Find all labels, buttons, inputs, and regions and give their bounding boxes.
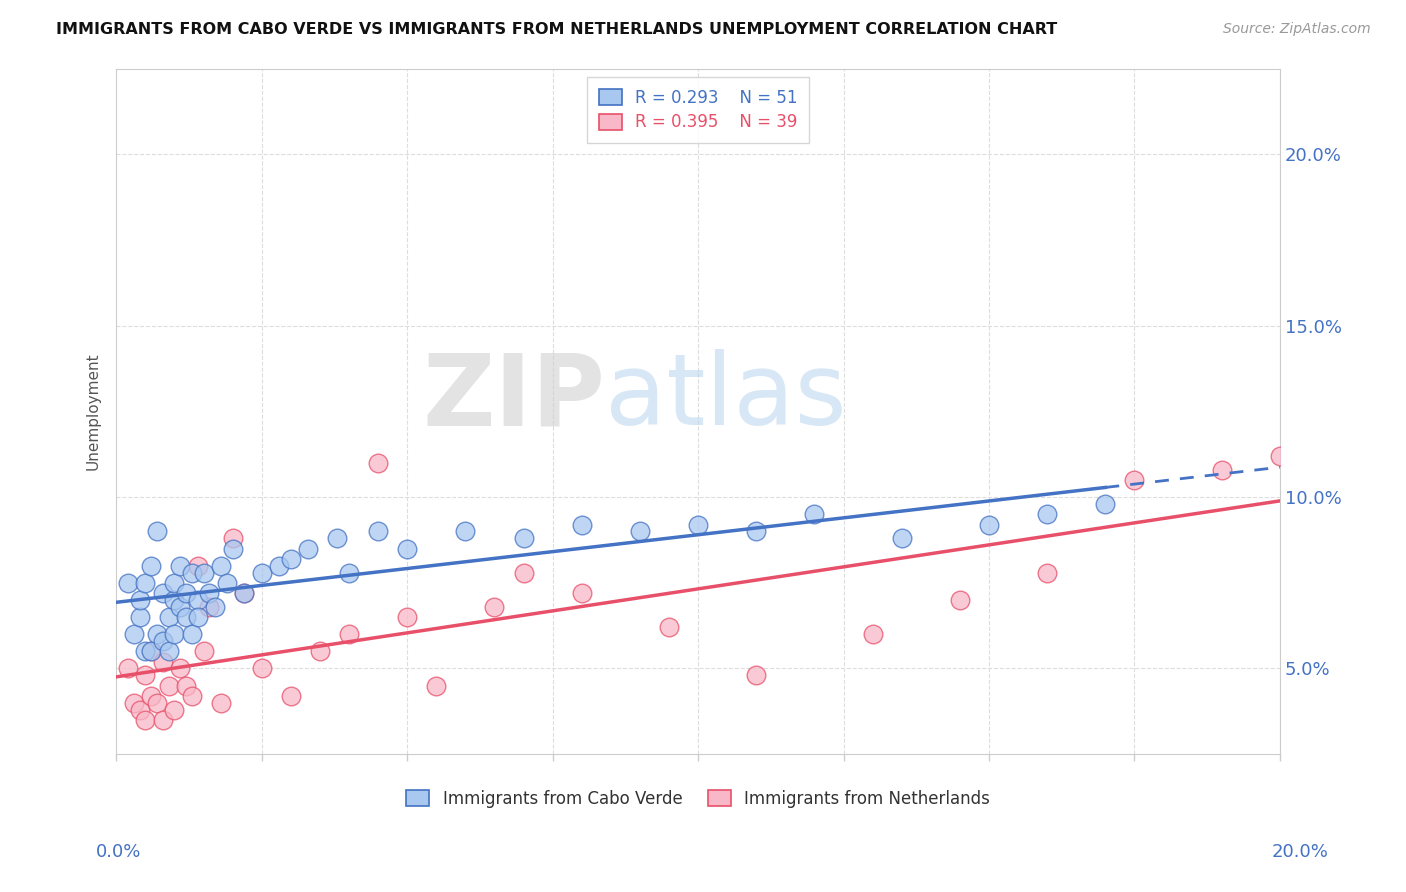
Point bbox=[297, 541, 319, 556]
Point bbox=[157, 610, 180, 624]
Point bbox=[193, 566, 215, 580]
Point bbox=[367, 524, 389, 539]
Point bbox=[688, 517, 710, 532]
Point bbox=[163, 627, 186, 641]
Point bbox=[233, 586, 256, 600]
Point bbox=[221, 531, 243, 545]
Point bbox=[204, 599, 226, 614]
Point bbox=[337, 566, 360, 580]
Point bbox=[152, 634, 174, 648]
Point bbox=[134, 575, 156, 590]
Text: ZIP: ZIP bbox=[422, 349, 605, 446]
Point bbox=[571, 586, 593, 600]
Point bbox=[425, 679, 447, 693]
Point bbox=[250, 566, 273, 580]
Point bbox=[890, 531, 912, 545]
Point bbox=[169, 661, 191, 675]
Point bbox=[128, 703, 150, 717]
Point bbox=[1123, 473, 1146, 487]
Point bbox=[163, 593, 186, 607]
Point bbox=[163, 575, 186, 590]
Point bbox=[215, 575, 238, 590]
Point bbox=[169, 599, 191, 614]
Point bbox=[141, 689, 163, 703]
Point bbox=[174, 679, 197, 693]
Point bbox=[146, 524, 169, 539]
Point bbox=[221, 541, 243, 556]
Point bbox=[309, 644, 332, 658]
Point bbox=[454, 524, 477, 539]
Point bbox=[396, 610, 419, 624]
Point bbox=[280, 551, 302, 566]
Point bbox=[862, 627, 884, 641]
Text: 20.0%: 20.0% bbox=[1272, 843, 1329, 861]
Point bbox=[193, 644, 215, 658]
Point bbox=[396, 541, 419, 556]
Point bbox=[134, 668, 156, 682]
Point bbox=[152, 655, 174, 669]
Point bbox=[512, 566, 534, 580]
Point bbox=[745, 524, 768, 539]
Text: Source: ZipAtlas.com: Source: ZipAtlas.com bbox=[1223, 22, 1371, 37]
Point bbox=[1036, 566, 1059, 580]
Point bbox=[180, 566, 202, 580]
Point bbox=[187, 610, 209, 624]
Point bbox=[628, 524, 651, 539]
Point bbox=[174, 610, 197, 624]
Point bbox=[128, 593, 150, 607]
Point bbox=[134, 644, 156, 658]
Point bbox=[152, 586, 174, 600]
Point bbox=[128, 610, 150, 624]
Point bbox=[367, 456, 389, 470]
Point bbox=[326, 531, 349, 545]
Point bbox=[198, 586, 221, 600]
Point bbox=[141, 644, 163, 658]
Point bbox=[146, 627, 169, 641]
Point bbox=[122, 696, 145, 710]
Point bbox=[269, 558, 291, 573]
Point bbox=[209, 696, 232, 710]
Point bbox=[803, 507, 825, 521]
Point bbox=[1268, 449, 1291, 463]
Text: 0.0%: 0.0% bbox=[96, 843, 141, 861]
Point bbox=[187, 593, 209, 607]
Y-axis label: Unemployment: Unemployment bbox=[86, 352, 100, 470]
Point bbox=[337, 627, 360, 641]
Point bbox=[141, 644, 163, 658]
Point bbox=[1036, 507, 1059, 521]
Point bbox=[571, 517, 593, 532]
Point bbox=[977, 517, 1000, 532]
Text: atlas: atlas bbox=[605, 349, 846, 446]
Point bbox=[187, 558, 209, 573]
Point bbox=[152, 713, 174, 727]
Point bbox=[174, 586, 197, 600]
Point bbox=[658, 620, 681, 634]
Point bbox=[209, 558, 232, 573]
Point bbox=[512, 531, 534, 545]
Point bbox=[169, 558, 191, 573]
Point bbox=[117, 661, 139, 675]
Point bbox=[146, 696, 169, 710]
Point bbox=[280, 689, 302, 703]
Point bbox=[180, 627, 202, 641]
Text: IMMIGRANTS FROM CABO VERDE VS IMMIGRANTS FROM NETHERLANDS UNEMPLOYMENT CORRELATI: IMMIGRANTS FROM CABO VERDE VS IMMIGRANTS… bbox=[56, 22, 1057, 37]
Point bbox=[1094, 497, 1116, 511]
Point bbox=[250, 661, 273, 675]
Point bbox=[141, 558, 163, 573]
Point bbox=[157, 679, 180, 693]
Point bbox=[122, 627, 145, 641]
Point bbox=[157, 644, 180, 658]
Point bbox=[198, 599, 221, 614]
Legend: Immigrants from Cabo Verde, Immigrants from Netherlands: Immigrants from Cabo Verde, Immigrants f… bbox=[399, 783, 997, 814]
Point bbox=[134, 713, 156, 727]
Point bbox=[163, 703, 186, 717]
Point bbox=[484, 599, 506, 614]
Point bbox=[949, 593, 972, 607]
Point bbox=[180, 689, 202, 703]
Point bbox=[117, 575, 139, 590]
Point bbox=[233, 586, 256, 600]
Point bbox=[745, 668, 768, 682]
Point bbox=[1211, 463, 1233, 477]
